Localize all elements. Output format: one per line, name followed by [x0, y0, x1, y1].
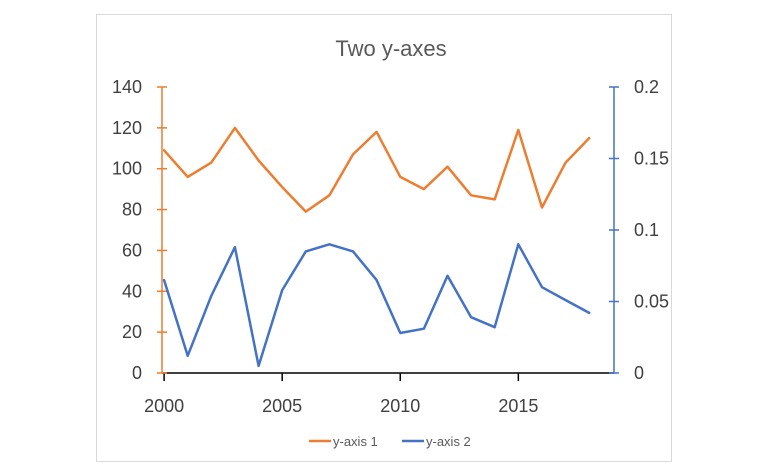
y-left-tick-label: 80: [122, 200, 142, 220]
x-tick-label: 2010: [380, 396, 420, 416]
x-tick-label: 2015: [498, 396, 538, 416]
y-left-tick-label: 120: [112, 118, 142, 138]
y-right-tick-label: 0: [634, 363, 644, 383]
y-right-tick-label: 0.15: [634, 149, 669, 169]
series-line-2: [162, 243, 591, 368]
y-left-tick-label: 60: [122, 240, 142, 260]
y-right-tick-label: 0.2: [634, 77, 659, 97]
y-left-tick-label: 40: [122, 281, 142, 301]
y-left-tick-label: 20: [122, 322, 142, 342]
chart-area: Two y-axes 2000 2005 2010 2015 0 20 40 60 80 100 1…: [96, 14, 672, 462]
y-left-tick-label: 140: [112, 77, 142, 97]
series-line-1: [162, 126, 591, 213]
chart-legend: y-axis 1 y-axis 2: [309, 434, 471, 449]
x-tick-label: 2005: [262, 396, 302, 416]
legend-label: y-axis 1: [333, 434, 378, 449]
y-right-tick-label: 0.1: [634, 220, 659, 240]
y-right-tick-label: 0.05: [634, 292, 669, 312]
y-left-tick-label: 100: [112, 159, 142, 179]
y-left-tick-label: 0: [132, 363, 142, 383]
series-layer: [162, 126, 591, 368]
chart-title: Two y-axes: [335, 36, 446, 61]
chart-canvas: Two y-axes 2000 2005 2010 2015 0 20 40 60 80 100 1…: [112, 36, 669, 449]
x-tick-label: 2000: [144, 396, 184, 416]
axes-layer: 2000 2005 2010 2015 0 20 40 60 80 100 120 140 0 0.05 0…: [112, 77, 669, 416]
legend-label: y-axis 2: [426, 434, 471, 449]
